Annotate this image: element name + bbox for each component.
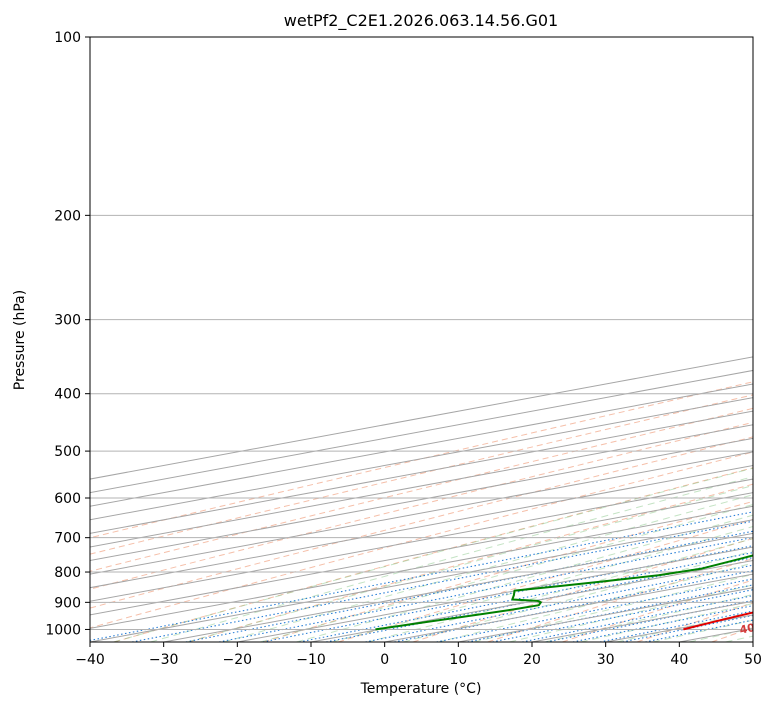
- profile-series-1: [375, 554, 753, 631]
- x-tick-label-7: 30: [597, 652, 615, 668]
- dry-adiabat-14: [711, 627, 753, 642]
- x-tick-label-5: 10: [449, 652, 467, 668]
- x-tick-label-3: −10: [296, 652, 326, 668]
- mixing-ratio-line-15: [599, 610, 753, 642]
- y-tick-label-8: 900: [54, 595, 81, 611]
- profile-lines: [375, 554, 753, 631]
- x-tick-label-0: −40: [75, 652, 105, 668]
- dry-adiabat-1: [90, 394, 753, 555]
- isotherm-19: [605, 614, 753, 642]
- dry-adiabat-10: [412, 537, 753, 642]
- y-tick-label-3: 400: [54, 387, 81, 403]
- x-tick-label-2: −20: [223, 652, 253, 668]
- dry-adiabat-4: [90, 436, 753, 609]
- mixing-ratio-line-2: [185, 530, 753, 642]
- x-tick-label-1: −30: [149, 652, 179, 668]
- moist-adiabat-8: [402, 550, 753, 642]
- x-tick-label-9: 50: [744, 652, 762, 668]
- mixing-ratio-line-7: [365, 564, 753, 642]
- y-tick-label-0: 100: [54, 30, 81, 46]
- mixing-ratio-line-0: [90, 511, 753, 641]
- mixing-ratio-line-6: [325, 557, 753, 642]
- x-axis-label: Temperature (°C): [360, 681, 482, 697]
- y-tick-label-5: 600: [54, 491, 81, 507]
- y-tick-label-7: 800: [54, 565, 81, 581]
- moist-adiabat-17: [725, 635, 753, 642]
- line-labels: -100-90-80-70-60-50-40-30-20-10010203040…: [738, 621, 756, 637]
- dry-adiabat-8: [263, 500, 753, 642]
- isotherm-12: [90, 519, 753, 642]
- dry-adiabat-7: [188, 483, 753, 642]
- isotherm-11: [90, 505, 753, 629]
- y-tick-label-1: 200: [54, 208, 81, 224]
- dry-adiabat-5: [90, 451, 753, 629]
- x-tick-label-8: 40: [670, 652, 688, 668]
- chart-title: wetPf2_C2E1.2026.063.14.56.G01: [284, 11, 558, 31]
- x-tick-label-6: 20: [523, 652, 541, 668]
- moist-adiabat-13: [580, 602, 753, 642]
- y-tick-label-6: 700: [54, 531, 81, 547]
- y-tick-label-9: 1000: [45, 622, 81, 638]
- isotherm-21: [752, 641, 753, 642]
- dry-adiabat-9: [338, 518, 753, 642]
- isotherm-10: [90, 492, 753, 616]
- isotherm-13: [163, 532, 753, 642]
- y-tick-label-4: 500: [54, 444, 81, 460]
- isotherm-8: [90, 464, 753, 589]
- moist-adiabat-4: [259, 504, 753, 642]
- moist-adiabat-12: [544, 593, 753, 642]
- moist-adiabat-15: [652, 619, 753, 642]
- axes: −40 −30 −20 −10 0 10 20 30 40 50 100 200 300 400 500 60…: [45, 30, 762, 668]
- moist-adiabat-0: [113, 467, 753, 642]
- isotherm-5: [90, 424, 753, 548]
- isotherm-6: [90, 437, 753, 562]
- dry-adiabat-0: [90, 381, 753, 539]
- mixing-ratio-line-11: [492, 589, 753, 642]
- y-tick-label-2: 300: [54, 313, 81, 329]
- moist-adiabat-18: [762, 37, 775, 642]
- dry-adiabat-2: [90, 407, 753, 572]
- moist-adiabat-5: [296, 514, 753, 642]
- moist-adiabat-7: [367, 538, 753, 642]
- mixing-ratio-line-5: [299, 552, 753, 642]
- moist-adiabat-6: [331, 526, 753, 642]
- dry-adiabat-6: [113, 467, 753, 642]
- isotherm-7: [90, 451, 753, 575]
- mixing-ratio-line-9: [436, 578, 753, 642]
- background-lines: [90, 37, 775, 642]
- plot-frame: [89, 36, 754, 643]
- moist-adiabat-9: [438, 562, 753, 642]
- moist-adiabat-2: [187, 484, 753, 642]
- moist-adiabat-label-4: 40: [738, 621, 756, 637]
- profile-series-0: [683, 611, 753, 631]
- moist-adiabat-1: [150, 476, 753, 642]
- dry-adiabat-12: [562, 579, 753, 642]
- y-axis-label: Pressure (hPa): [12, 290, 28, 390]
- moist-adiabat-11: [509, 584, 753, 642]
- x-tick-label-4: 0: [380, 652, 389, 668]
- isotherm-9: [90, 478, 753, 602]
- moist-adiabat-3: [223, 494, 753, 642]
